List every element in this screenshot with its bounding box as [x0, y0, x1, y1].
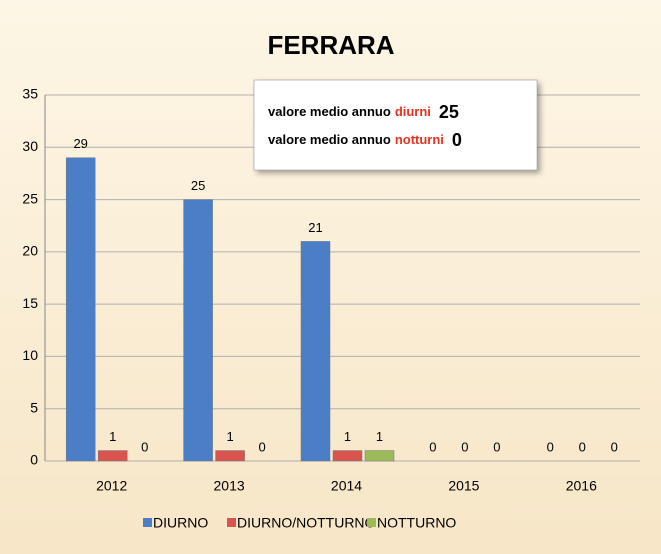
data-label: 1 — [109, 429, 116, 444]
bar — [300, 241, 331, 462]
x-tick-label: 2015 — [448, 478, 479, 494]
bar — [97, 450, 128, 462]
chart-title: FERRARA — [267, 30, 394, 60]
annotation: valore medio annuo diurni 25 — [268, 102, 459, 122]
data-label: 29 — [73, 136, 87, 151]
annotation: valore medio annuo notturni 0 — [268, 130, 462, 150]
annotation-highlight: diurni — [395, 104, 431, 119]
data-label: 0 — [258, 439, 265, 454]
data-label: 1 — [226, 429, 233, 444]
annotation-value: 0 — [452, 130, 462, 150]
y-tick-label: 30 — [22, 138, 38, 154]
y-tick-label: 10 — [22, 347, 38, 363]
data-label: 1 — [376, 429, 383, 444]
y-tick-label: 0 — [30, 452, 38, 468]
x-tick-label: 2012 — [96, 478, 127, 494]
bar — [215, 450, 245, 462]
y-tick-label: 25 — [22, 190, 38, 206]
data-label: 0 — [611, 439, 618, 454]
data-label: 0 — [579, 439, 586, 454]
x-tick-label: 2013 — [214, 478, 245, 494]
annotation-value: 25 — [439, 102, 459, 122]
legend-label: DIURNO — [153, 515, 208, 531]
data-label: 25 — [191, 178, 205, 193]
data-label: 0 — [493, 439, 500, 454]
legend-label: NOTTURNO — [377, 515, 456, 531]
data-label: 0 — [429, 439, 436, 454]
data-label: 1 — [344, 429, 351, 444]
y-tick-label: 20 — [22, 243, 38, 259]
x-tick-label: 2014 — [331, 478, 362, 494]
bar — [65, 157, 96, 462]
y-tick-label: 35 — [22, 86, 38, 102]
annotation-text: valore medio annuo — [268, 104, 391, 119]
data-label: 0 — [141, 439, 148, 454]
legend-swatch — [367, 518, 376, 527]
data-label: 21 — [308, 220, 322, 235]
bar — [364, 450, 395, 462]
bar — [332, 450, 363, 462]
data-label: 0 — [547, 439, 554, 454]
x-tick-label: 2016 — [566, 478, 597, 494]
legend-swatch — [143, 518, 152, 527]
y-tick-label: 5 — [30, 399, 38, 415]
legend-label: DIURNO/NOTTURNO — [237, 515, 376, 531]
data-label: 0 — [461, 439, 468, 454]
legend-swatch — [227, 518, 236, 527]
y-tick-label: 15 — [22, 295, 38, 311]
annotation-text: valore medio annuo — [268, 132, 391, 147]
annotation-highlight: notturni — [395, 132, 444, 147]
annotation-box — [253, 79, 538, 171]
bar — [183, 199, 213, 462]
